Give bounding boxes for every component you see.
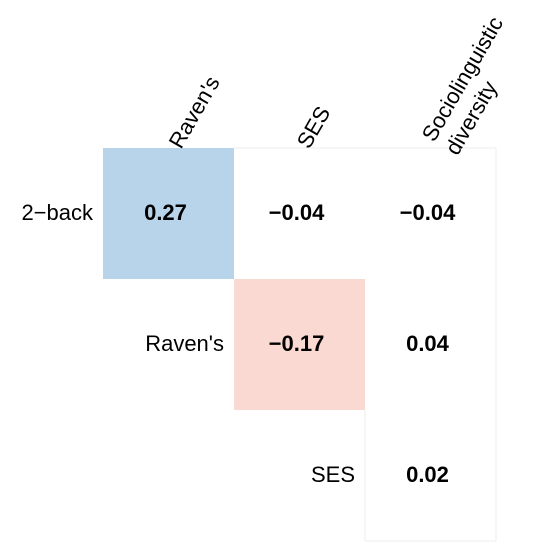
row-labels: 2−back Raven's SES bbox=[21, 200, 355, 487]
cell-value-1-1: −0.17 bbox=[269, 331, 325, 356]
cell-value-0-0: 0.27 bbox=[144, 200, 187, 225]
matrix-borders bbox=[234, 147, 497, 542]
column-labels: Raven's SES Sociolinguisticdiversity bbox=[164, 12, 532, 159]
row-label-0: 2−back bbox=[21, 200, 94, 225]
cell-value-0-2: −0.04 bbox=[400, 200, 456, 225]
column-label-0-line-0: Raven's bbox=[164, 72, 225, 153]
cell-value-0-1: −0.04 bbox=[269, 200, 325, 225]
column-label-0: Raven's bbox=[164, 72, 225, 153]
row-label-1: Raven's bbox=[145, 331, 224, 356]
cell-value-2-2: 0.02 bbox=[406, 462, 449, 487]
highlight-cell-0-0 bbox=[103, 148, 234, 279]
column-label-2: Sociolinguisticdiversity bbox=[417, 12, 532, 159]
cell-value-1-2: 0.04 bbox=[406, 331, 450, 356]
column-label-1-line-0: SES bbox=[292, 102, 336, 153]
column-label-1: SES bbox=[292, 102, 336, 153]
highlight-cell-1-1 bbox=[234, 279, 365, 410]
row-label-2: SES bbox=[311, 462, 355, 487]
matrix-cells: 0.27 −0.04 −0.04 −0.17 0.04 0.02 bbox=[103, 148, 456, 487]
